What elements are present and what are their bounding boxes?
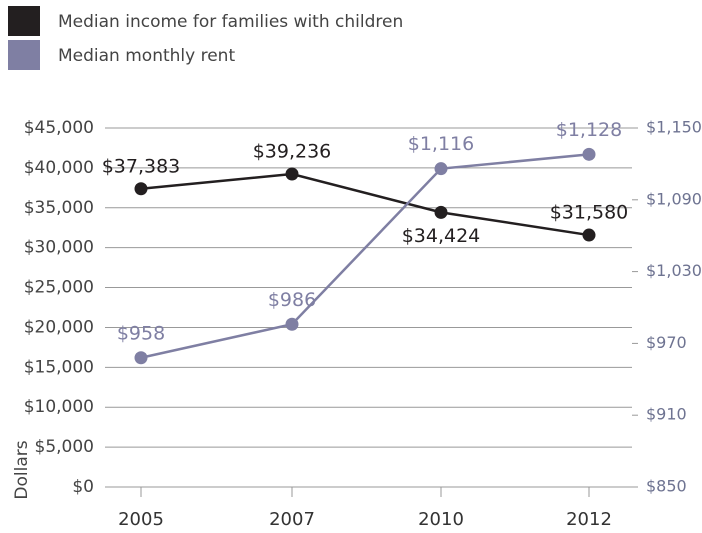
y-tick-label: $30,000	[24, 238, 94, 258]
y2-tick-label: $850	[646, 477, 687, 496]
data-label: $39,236	[253, 140, 332, 162]
y2-tick-label: $1,150	[646, 118, 702, 137]
y-tick-label: $25,000	[24, 278, 94, 298]
y-tick-label: $0	[72, 477, 94, 497]
x-tick-label: 2012	[566, 509, 612, 530]
series-point	[134, 182, 148, 196]
y2-tick-label: $970	[646, 333, 687, 352]
data-label: $1,128	[556, 119, 622, 141]
series-line	[140, 153, 590, 359]
legend-label: Median monthly rent	[58, 46, 235, 66]
data-label: $37,383	[102, 155, 181, 177]
x-tick-label: 2007	[269, 509, 315, 530]
series-point	[134, 351, 148, 365]
series-point	[434, 205, 448, 219]
y2-tick-label: $1,030	[646, 261, 702, 280]
data-label: $31,580	[550, 202, 629, 224]
y-tick-label: $40,000	[24, 158, 94, 178]
series-line	[140, 172, 590, 237]
y-tick-label: $10,000	[24, 397, 94, 417]
series-point	[582, 228, 596, 242]
y-axis-label: Dollars	[12, 440, 32, 499]
y-tick-label: $15,000	[24, 357, 94, 377]
y-tick-label: $35,000	[24, 198, 94, 218]
series-point	[582, 147, 596, 161]
y-tick-label: $20,000	[24, 317, 94, 337]
series-point	[285, 317, 299, 331]
y-tick-label: $45,000	[24, 118, 94, 138]
data-label: $1,116	[408, 133, 474, 155]
y2-tick-label: $1,090	[646, 189, 702, 208]
x-tick-label: 2010	[418, 509, 464, 530]
legend-swatch	[8, 6, 40, 36]
series-point	[434, 162, 448, 176]
legend-label: Median income for families with children	[58, 12, 403, 32]
y-tick-label: $5,000	[35, 437, 94, 457]
x-tick-label: 2005	[118, 509, 164, 530]
data-label: $34,424	[402, 225, 481, 247]
series-point	[285, 167, 299, 181]
legend-swatch	[8, 40, 40, 70]
data-label: $958	[117, 322, 165, 344]
data-label: $986	[268, 289, 316, 311]
y2-tick-label: $910	[646, 405, 687, 424]
